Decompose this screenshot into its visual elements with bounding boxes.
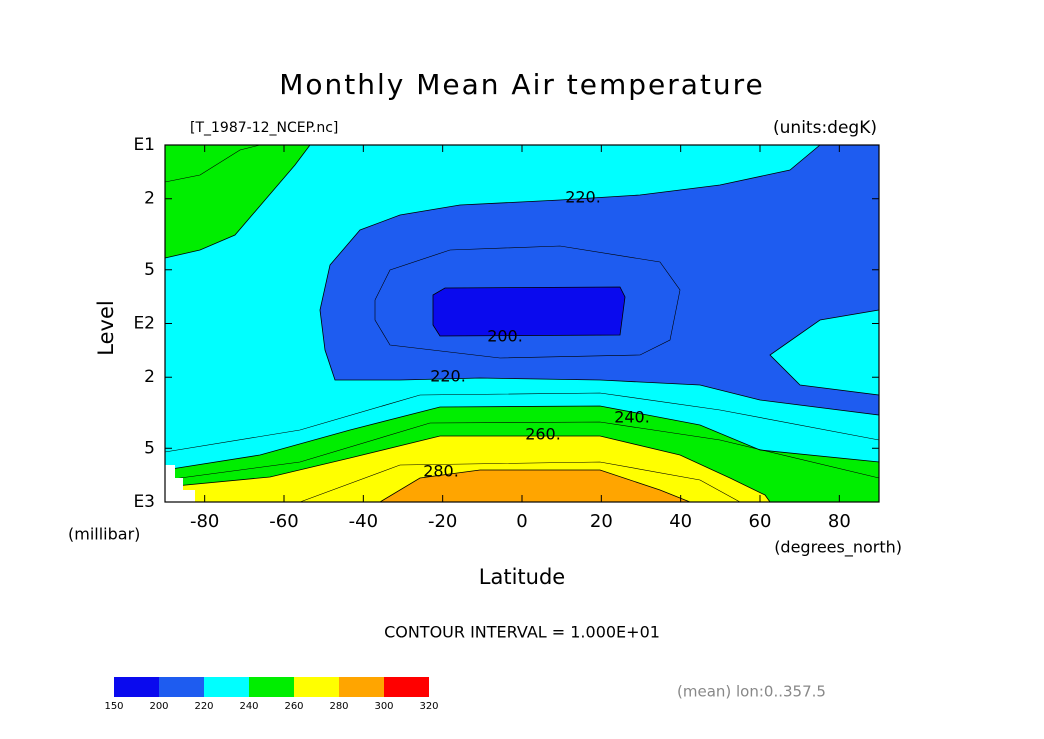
colorbar-label: 320 bbox=[419, 701, 438, 712]
colorbar-swatch bbox=[294, 677, 339, 697]
colorbar-swatch bbox=[204, 677, 249, 697]
x-tick-label: 60 bbox=[749, 511, 772, 532]
contour-region bbox=[432, 286, 626, 337]
y-units: (millibar) bbox=[68, 525, 140, 544]
x-tick-label: 0 bbox=[516, 511, 527, 532]
y-tick-label: E2 bbox=[133, 314, 155, 334]
colorbar-label: 300 bbox=[374, 701, 393, 712]
y-tick-label: 5 bbox=[144, 260, 155, 280]
contour-line bbox=[164, 392, 880, 453]
contour-label: 220. bbox=[430, 367, 466, 386]
x-tick-label: -20 bbox=[428, 511, 457, 532]
colorbar-swatch bbox=[249, 677, 294, 697]
contour-label: 260. bbox=[525, 425, 561, 444]
colorbar-label: 150 bbox=[104, 701, 123, 712]
y-tick-label: E1 bbox=[133, 135, 155, 155]
colorbar-label: 220 bbox=[194, 701, 213, 712]
x-tick-label: 40 bbox=[669, 511, 692, 532]
colorbar-label: 200 bbox=[149, 701, 168, 712]
x-units: (degrees_north) bbox=[774, 538, 902, 558]
contour-line bbox=[164, 421, 880, 481]
contour-label: 200. bbox=[487, 327, 523, 346]
colorbar-swatch bbox=[159, 677, 204, 697]
y-tick-label: 2 bbox=[144, 189, 155, 209]
colorbar-label: 260 bbox=[284, 701, 303, 712]
contour-region bbox=[164, 144, 311, 259]
contour-label: 220. bbox=[565, 188, 601, 207]
y-tick-label: 2 bbox=[144, 367, 155, 387]
colorbar-swatch bbox=[384, 677, 429, 697]
chart-title: Monthly Mean Air temperature bbox=[279, 68, 765, 101]
y-axis-label: Level bbox=[94, 300, 118, 355]
subtitle: [T_1987-12_NCEP.nc] bbox=[190, 120, 338, 136]
x-tick-label: 20 bbox=[590, 511, 613, 532]
colorbar-swatch bbox=[114, 677, 159, 697]
x-tick-label: -80 bbox=[190, 511, 219, 532]
x-tick-label: -60 bbox=[269, 511, 298, 532]
missing-data bbox=[165, 465, 195, 502]
contour-label: 280. bbox=[423, 462, 459, 481]
colorbar-swatch bbox=[339, 677, 384, 697]
y-tick-label: E3 bbox=[133, 492, 155, 512]
x-tick-label: -40 bbox=[349, 511, 378, 532]
annotation: CONTOUR INTERVAL = 1.000E+01 bbox=[384, 623, 660, 642]
y-tick-label: 5 bbox=[144, 438, 155, 458]
footer: (mean) lon:0..357.5 bbox=[677, 683, 826, 701]
x-axis-label: Latitude bbox=[479, 565, 565, 589]
contour-label: 240. bbox=[614, 408, 650, 427]
colorbar-label: 240 bbox=[239, 701, 258, 712]
colorbar-label: 280 bbox=[329, 701, 348, 712]
units-label: (units:degK) bbox=[773, 118, 877, 138]
contour-line bbox=[164, 144, 261, 183]
contour-line bbox=[299, 461, 741, 503]
contour-line bbox=[374, 245, 681, 359]
x-tick-label: 80 bbox=[828, 511, 851, 532]
